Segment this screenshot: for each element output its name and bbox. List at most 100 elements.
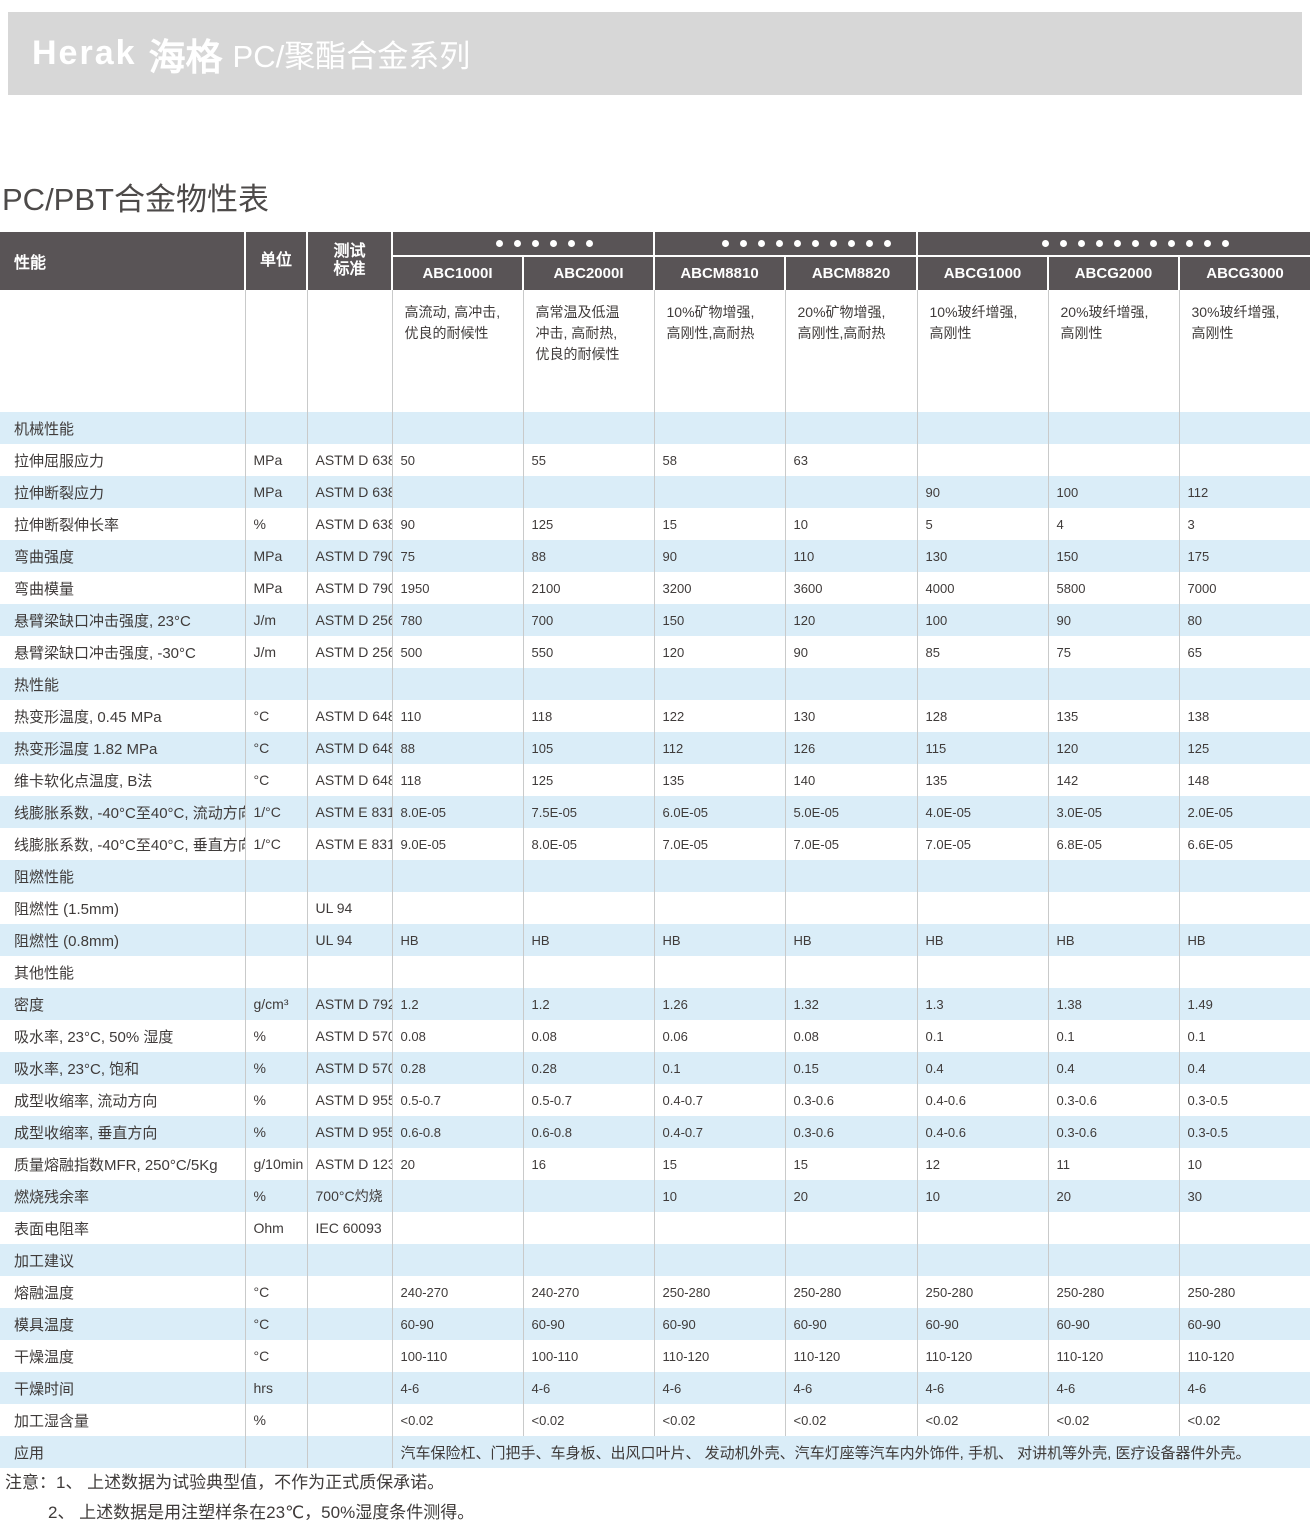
header-property: 性能 xyxy=(0,232,245,290)
dot-icon xyxy=(1221,240,1229,247)
value-cell: <0.02 xyxy=(1178,1404,1310,1436)
table-row: 拉伸断裂应力 MPa ASTM D 638 90 100 112 xyxy=(0,476,1310,508)
value-cell: 0.08 xyxy=(391,1020,523,1052)
value-cell xyxy=(653,892,785,924)
value-cell xyxy=(391,476,523,508)
standard-cell: ASTM D 638 xyxy=(306,444,392,476)
value-cell: 60-90 xyxy=(1178,1308,1310,1340)
unit-cell: °C xyxy=(244,764,307,796)
section-label: 机械性能 xyxy=(0,412,245,444)
unit-cell: Ohm xyxy=(244,1212,307,1244)
value-cell: 110 xyxy=(391,700,523,732)
value-cell: 0.4 xyxy=(1178,1052,1310,1084)
property-label: 弯曲强度 xyxy=(0,540,245,572)
value-cell xyxy=(784,668,917,700)
standard-cell xyxy=(306,1340,392,1372)
value-cell: 11 xyxy=(1047,1148,1179,1180)
value-cell xyxy=(653,668,785,700)
value-cell: 5.0E-05 xyxy=(784,796,917,828)
value-cell: 60-90 xyxy=(1047,1308,1179,1340)
value-cell: 3 xyxy=(1178,508,1310,540)
value-cell xyxy=(522,956,654,988)
value-cell: HB xyxy=(391,924,523,956)
standard-cell: ASTM D 648 xyxy=(306,764,392,796)
value-cell: 135 xyxy=(653,764,785,796)
standard-cell: IEC 60093 xyxy=(306,1212,392,1244)
value-cell: 0.1 xyxy=(1047,1020,1179,1052)
value-cell: 100-110 xyxy=(391,1340,523,1372)
value-cell: 4-6 xyxy=(1047,1372,1179,1404)
value-cell: 112 xyxy=(653,732,785,764)
value-cell: 30 xyxy=(1178,1180,1310,1212)
value-cell: 105 xyxy=(522,732,654,764)
value-cell xyxy=(916,956,1048,988)
value-cell xyxy=(784,412,917,444)
unit-cell: % xyxy=(244,1084,307,1116)
value-cell xyxy=(653,1244,785,1276)
table-row: 燃烧残余率% 700°C灼烧 10 20 10 20 30 xyxy=(0,1180,1310,1212)
unit-cell xyxy=(244,892,307,924)
dot-icon xyxy=(585,240,593,247)
value-cell: 0.3-0.6 xyxy=(1047,1116,1179,1148)
value-cell xyxy=(916,444,1048,476)
value-cell xyxy=(1047,1244,1179,1276)
value-cell: HB xyxy=(784,924,917,956)
value-cell: 0.4-0.6 xyxy=(916,1116,1048,1148)
value-cell: 75 xyxy=(391,540,523,572)
value-cell: 9.0E-05 xyxy=(391,828,523,860)
value-cell: 550 xyxy=(522,636,654,668)
unit-cell xyxy=(244,924,307,956)
value-cell: 142 xyxy=(1047,764,1179,796)
property-label: 热变形温度 1.82 MPa xyxy=(0,732,245,764)
value-cell: 4-6 xyxy=(391,1372,523,1404)
value-cell: HB xyxy=(1047,924,1179,956)
value-cell: 2100 xyxy=(522,572,654,604)
value-cell: 0.28 xyxy=(522,1052,654,1084)
section-row: 加工建议 xyxy=(0,1244,1310,1276)
value-cell: 1.38 xyxy=(1047,988,1179,1020)
standard-cell: ASTM E 831 xyxy=(306,796,392,828)
value-cell: 15 xyxy=(653,508,785,540)
value-cell xyxy=(391,892,523,924)
value-cell xyxy=(653,860,785,892)
value-cell: 100 xyxy=(1047,476,1179,508)
properties-table: 性能 单位 测试 标准 ABC1000I ABC2000I ABCM8810 ABCM882… xyxy=(0,232,1310,1468)
table-row: 干燥温度 °C 100-110 100-110 110-120 110-120 110-12… xyxy=(0,1340,1310,1372)
value-cell: 7.0E-05 xyxy=(784,828,917,860)
value-cell xyxy=(784,1244,917,1276)
section-row: 阻燃性能 xyxy=(0,860,1310,892)
table-row: 热变形温度 1.82 MPa °C ASTM D 648 88 105 112 126 115… xyxy=(0,732,1310,764)
header-standard: 测试 标准 xyxy=(306,232,392,290)
value-cell: 110-120 xyxy=(1047,1340,1179,1372)
value-cell xyxy=(1047,412,1179,444)
dot-icon xyxy=(1059,240,1067,247)
value-cell xyxy=(653,956,785,988)
value-cell: 75 xyxy=(1047,636,1179,668)
value-cell: HB xyxy=(916,924,1048,956)
column-description: 高常温及低温 冲击, 高耐热, 优良的耐候性 xyxy=(522,290,654,412)
value-cell: 126 xyxy=(784,732,917,764)
unit-cell: MPa xyxy=(244,572,307,604)
unit-cell: hrs xyxy=(244,1372,307,1404)
value-cell: 58 xyxy=(653,444,785,476)
value-cell: 115 xyxy=(916,732,1048,764)
value-cell xyxy=(1047,1212,1179,1244)
standard-cell xyxy=(306,1404,392,1436)
property-label: 吸水率, 23°C, 饱和 xyxy=(0,1052,245,1084)
value-cell: 138 xyxy=(1178,700,1310,732)
value-cell: 500 xyxy=(391,636,523,668)
value-cell: 65 xyxy=(1178,636,1310,668)
value-cell xyxy=(522,892,654,924)
value-cell xyxy=(522,1180,654,1212)
table-row: 阻燃性 (1.5mm) UL 94 xyxy=(0,892,1310,924)
unit-cell xyxy=(244,1244,307,1276)
value-cell xyxy=(784,892,917,924)
standard-cell: ASTM D 955 xyxy=(306,1084,392,1116)
brand-banner: Herak 海格 PC/聚酯合金系列 xyxy=(8,12,1302,95)
value-cell: 700 xyxy=(522,604,654,636)
unit-cell: °C xyxy=(244,732,307,764)
value-cell xyxy=(522,412,654,444)
value-cell: 135 xyxy=(1047,700,1179,732)
value-cell: 120 xyxy=(1047,732,1179,764)
